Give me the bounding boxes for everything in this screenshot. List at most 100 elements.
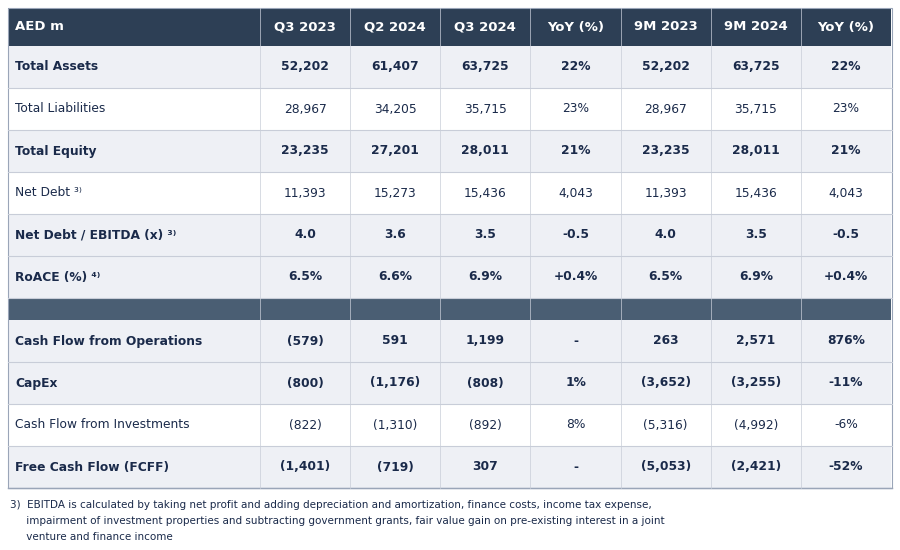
Bar [350,130,440,172]
Text: (822): (822) [289,419,321,432]
Bar [350,404,440,446]
Text: YoY (%): YoY (%) [817,20,875,34]
Text: 9M 2023: 9M 2023 [634,20,698,34]
Bar [440,256,530,298]
Bar [440,88,530,130]
Bar [711,8,801,46]
Text: -11%: -11% [829,377,863,389]
Text: 63,725: 63,725 [462,60,509,74]
Bar [530,8,621,46]
Bar [801,130,891,172]
Bar [260,362,350,404]
Text: -: - [573,460,578,474]
Bar [8,320,260,362]
Bar [801,256,891,298]
Bar [260,172,350,214]
Text: -0.5: -0.5 [562,228,589,241]
Bar [801,362,891,404]
Bar [8,214,260,256]
Bar [801,172,891,214]
Bar [260,214,350,256]
Text: 61,407: 61,407 [372,60,419,74]
Bar [440,8,530,46]
Text: venture and finance income: venture and finance income [10,532,173,542]
Bar [711,256,801,298]
Text: (892): (892) [469,419,502,432]
Bar [711,172,801,214]
Bar [260,256,350,298]
Text: 263: 263 [652,334,679,348]
Bar [440,46,530,88]
Bar [801,46,891,88]
Bar [530,172,621,214]
Text: 34,205: 34,205 [374,102,417,116]
Bar [8,172,260,214]
Bar [801,8,891,46]
Bar [621,214,711,256]
Bar [621,46,711,88]
Bar [8,404,260,446]
Text: 15,273: 15,273 [374,186,417,200]
Bar [260,46,350,88]
Text: 21%: 21% [561,145,590,157]
Text: 4.0: 4.0 [655,228,677,241]
Bar [530,446,621,488]
Bar [440,446,530,488]
Bar [621,130,711,172]
Text: 3)  EBITDA is calculated by taking net profit and adding depreciation and amorti: 3) EBITDA is calculated by taking net pr… [10,500,652,510]
Bar [711,298,801,320]
Text: (3,255): (3,255) [731,377,781,389]
Text: (5,316): (5,316) [644,419,688,432]
Bar [260,88,350,130]
Bar [350,214,440,256]
Bar [350,298,440,320]
Text: Total Liabilities: Total Liabilities [15,102,105,116]
Text: +0.4%: +0.4% [824,271,868,283]
Text: 3.5: 3.5 [474,228,496,241]
Text: 3.5: 3.5 [745,228,767,241]
Bar [530,88,621,130]
Bar [711,130,801,172]
Text: 307: 307 [472,460,499,474]
Bar [8,446,260,488]
Bar [711,446,801,488]
Bar [350,172,440,214]
Bar [8,362,260,404]
Text: 4,043: 4,043 [829,186,863,200]
Bar [260,8,350,46]
Bar [350,256,440,298]
Bar [530,362,621,404]
Text: 15,436: 15,436 [734,186,778,200]
Text: Q3 2024: Q3 2024 [454,20,517,34]
Bar [530,130,621,172]
Bar [621,404,711,446]
Bar [260,130,350,172]
Bar [8,130,260,172]
Bar [350,446,440,488]
Text: (808): (808) [467,377,504,389]
Bar [621,88,711,130]
Text: 4,043: 4,043 [558,186,593,200]
Text: 1%: 1% [565,377,586,389]
Bar [350,320,440,362]
Bar [260,404,350,446]
Text: 52,202: 52,202 [642,60,689,74]
Bar [621,172,711,214]
Bar [530,320,621,362]
Bar [260,320,350,362]
Bar [621,298,711,320]
Text: 28,967: 28,967 [284,102,327,116]
Text: Free Cash Flow (FCFF): Free Cash Flow (FCFF) [15,460,169,474]
Bar [711,362,801,404]
Text: (1,310): (1,310) [373,419,418,432]
Bar [530,298,621,320]
Text: 6.9%: 6.9% [739,271,773,283]
Bar [711,46,801,88]
Text: Cash Flow from Investments: Cash Flow from Investments [15,419,190,432]
Bar [621,256,711,298]
Text: 63,725: 63,725 [732,60,779,74]
Bar [440,214,530,256]
Bar [530,256,621,298]
Text: 6.5%: 6.5% [288,271,322,283]
Text: CapEx: CapEx [15,377,58,389]
